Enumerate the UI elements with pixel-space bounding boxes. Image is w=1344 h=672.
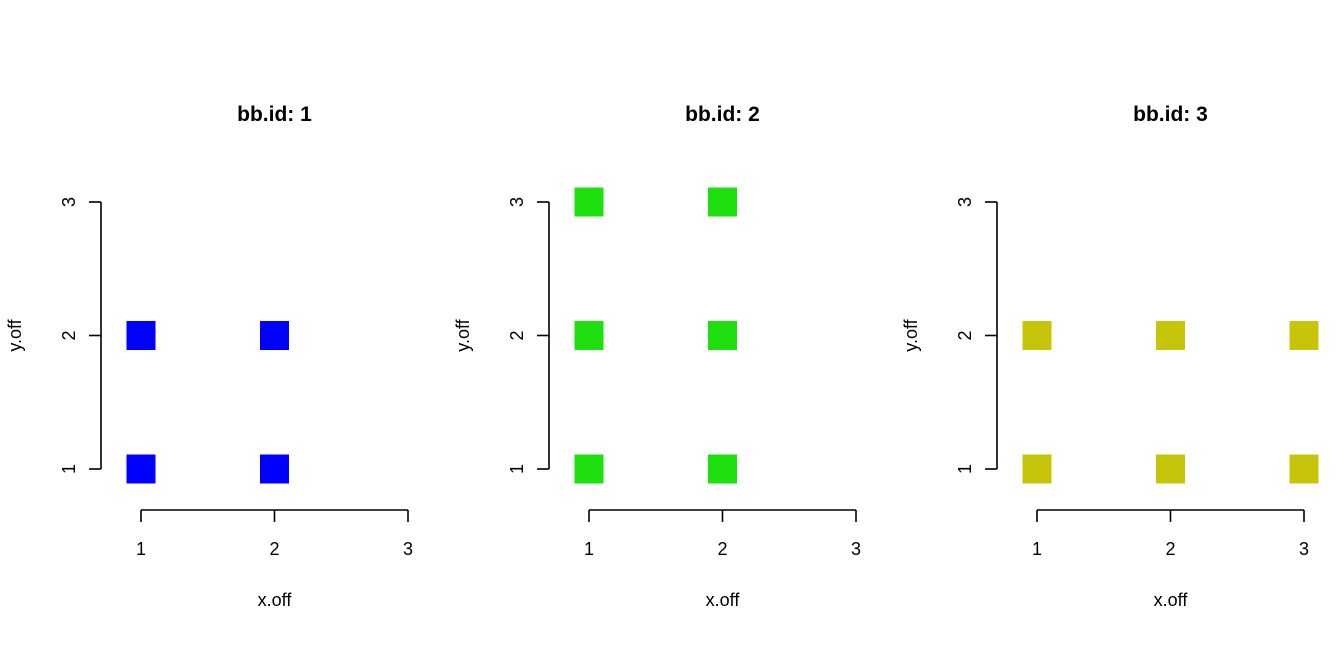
- y-tick-label: 2: [955, 330, 975, 340]
- y-tick-label: 1: [59, 464, 79, 474]
- panel-1: bb.id: 1 1 2 3 x.off 1 2 3 y.off: [5, 103, 413, 610]
- data-point: [126, 454, 156, 484]
- x-axis-label: x.off: [258, 590, 293, 610]
- data-point: [126, 321, 156, 350]
- chart-title: bb.id: 1: [237, 103, 312, 126]
- data-point: [1289, 454, 1319, 484]
- data-point: [708, 187, 737, 217]
- y-axis-label: y.off: [453, 318, 473, 351]
- y-tick-label: 3: [507, 197, 527, 207]
- y-tick-label: 3: [59, 197, 79, 207]
- panel-2: bb.id: 2 1 2 3 x.off 1 2 3 y.off: [453, 103, 861, 610]
- data-point: [574, 187, 604, 217]
- x-axis-label: x.off: [706, 590, 741, 610]
- x-tick-label: 3: [1299, 539, 1309, 559]
- data-point: [708, 454, 737, 484]
- x-tick-label: 3: [403, 539, 413, 559]
- y-tick-label: 1: [507, 464, 527, 474]
- data-point: [1022, 454, 1052, 484]
- chart-title: bb.id: 3: [1133, 103, 1208, 126]
- y-axis-label: y.off: [5, 318, 25, 351]
- x-axis-label: x.off: [1154, 590, 1189, 610]
- panel-3: bb.id: 3 1 2 3 x.off 1 2 3 y.off: [901, 103, 1319, 610]
- x-tick-label: 2: [269, 539, 279, 559]
- data-point: [1289, 321, 1319, 350]
- y-tick-label: 1: [955, 464, 975, 474]
- x-tick-label: 2: [717, 539, 727, 559]
- data-point: [260, 321, 289, 350]
- y-tick-label: 2: [59, 330, 79, 340]
- y-tick-label: 2: [507, 330, 527, 340]
- data-point: [1022, 321, 1052, 350]
- x-tick-label: 1: [1032, 539, 1042, 559]
- x-tick-label: 1: [584, 539, 594, 559]
- data-point: [574, 454, 604, 484]
- y-tick-label: 3: [955, 197, 975, 207]
- data-point: [708, 321, 737, 350]
- x-tick-label: 3: [851, 539, 861, 559]
- y-axis-label: y.off: [901, 318, 921, 351]
- data-point: [260, 454, 289, 484]
- data-point: [574, 321, 604, 350]
- data-point: [1156, 321, 1185, 350]
- x-tick-label: 2: [1165, 539, 1175, 559]
- chart-title: bb.id: 2: [685, 103, 760, 126]
- x-tick-label: 1: [136, 539, 146, 559]
- data-point: [1156, 454, 1185, 484]
